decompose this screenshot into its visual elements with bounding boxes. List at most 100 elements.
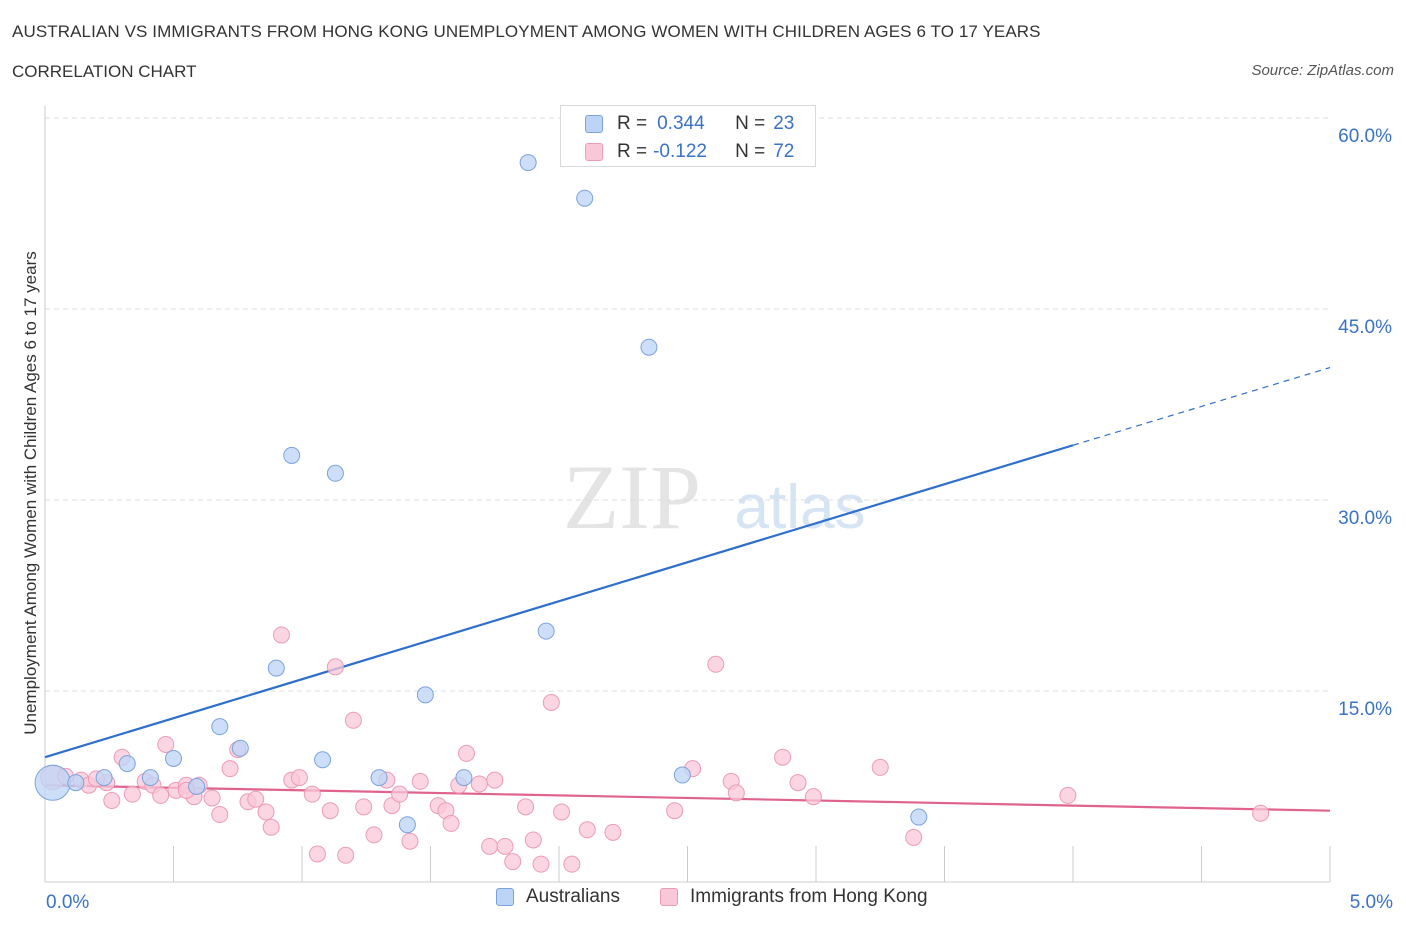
australians-r-label: R = (617, 113, 648, 134)
hongkong-point (157, 735, 175, 753)
hongkong-point (774, 748, 792, 766)
hongkong-point (604, 823, 622, 841)
watermark-atlas: atlas (735, 473, 866, 542)
australians-point (141, 769, 159, 787)
hongkong-point (532, 855, 550, 873)
trend-lines (44, 366, 1331, 812)
y-tick-label: 45.0% (1338, 317, 1392, 338)
hongkong-point (203, 789, 221, 807)
australians-swatch (585, 115, 603, 133)
legend: Australians Immigrants from Hong Kong (0, 886, 1406, 918)
hongkong-point (344, 711, 362, 729)
chart-subtitle: CORRELATION CHART (12, 62, 197, 81)
hongkong-point (542, 693, 560, 711)
hongkong-n-value: 72 (773, 141, 795, 162)
hongkong-point (272, 626, 290, 644)
hongkong-point (707, 655, 725, 673)
hongkong-r-label: R = (617, 141, 648, 162)
hongkong-point (355, 798, 373, 816)
hongkong-point (152, 786, 170, 804)
y-tick-label: 15.0% (1338, 699, 1392, 720)
australians-r-value: 0.344 (657, 113, 705, 134)
legend-australians-swatch (496, 888, 514, 906)
tick-labels: 15.0% 30.0% 45.0% 60.0% 0.0% 5.0% (46, 126, 1393, 913)
chart-title: AUSTRALIAN VS IMMIGRANTS FROM HONG KONG … (12, 22, 1041, 41)
australians-point (95, 769, 113, 787)
australians-point (267, 659, 285, 677)
australians-n-value: 23 (773, 113, 795, 134)
australians-point (118, 755, 136, 773)
y-axis-label: Unemployment Among Women with Children A… (21, 251, 40, 735)
hongkong-point (442, 814, 460, 832)
australians-point (231, 739, 249, 757)
hongkong-point (123, 785, 141, 803)
australians-point (283, 446, 301, 464)
hongkong-point (481, 837, 499, 855)
stats-row-australians: R = 0.344 N = 23 (585, 111, 794, 137)
hongkong-n-label: N = (735, 141, 766, 162)
hongkong-trend-line (44, 784, 1331, 812)
hongkong-point (563, 855, 581, 873)
hongkong-point (727, 784, 745, 802)
legend-item-australians[interactable]: Australians (496, 886, 620, 908)
legend-hongkong-swatch (660, 888, 678, 906)
hongkong-point (257, 803, 275, 821)
hongkong-point (365, 826, 383, 844)
hongkong-point (524, 831, 542, 849)
australians-point (211, 718, 229, 736)
hongkong-point (504, 853, 522, 871)
legend-hongkong-label: Immigrants from Hong Kong (690, 886, 928, 907)
australians-point (455, 769, 473, 787)
hongkong-point (457, 744, 475, 762)
hongkong-point (486, 771, 504, 789)
hongkong-point (871, 758, 889, 776)
legend-item-hongkong[interactable]: Immigrants from Hong Kong (660, 886, 928, 908)
australians-point (640, 338, 658, 356)
source-label: Source: ZipAtlas.com (1251, 62, 1394, 79)
hongkong-point (905, 828, 923, 846)
hongkong-point (517, 798, 535, 816)
stats-row-hongkong: R = -0.122 N = 72 (585, 139, 794, 165)
australians-point (67, 774, 85, 792)
australians-point (673, 766, 691, 784)
hongkong-point (401, 832, 419, 850)
hongkong-point (804, 788, 822, 806)
x-tick-label-max: 5.0% (1350, 892, 1393, 913)
australians-point (188, 778, 206, 795)
australians-trend-extension (1072, 366, 1331, 446)
australians-point (165, 749, 182, 767)
australians-point (398, 816, 416, 834)
hongkong-point (553, 803, 571, 821)
hongkong-point (666, 802, 684, 820)
legend-australians-label: Australians (526, 886, 620, 907)
hongkong-point (326, 658, 344, 676)
hongkong-swatch (585, 143, 603, 161)
hongkong-point (221, 760, 239, 778)
hongkong-point (103, 792, 121, 810)
hongkong-point (496, 837, 514, 855)
hongkong-point (290, 769, 308, 787)
australians-point (326, 464, 344, 482)
grid-lines (45, 117, 1330, 692)
australians-n-label: N = (735, 113, 766, 134)
hongkong-point (337, 846, 355, 864)
watermark-zip: ZIP (563, 446, 701, 548)
axes (44, 106, 1331, 883)
hongkong-point (262, 818, 280, 836)
australians-point (537, 622, 555, 640)
y-tick-label: 60.0% (1338, 126, 1392, 147)
hongkong-point (303, 785, 321, 803)
hongkong-point (578, 821, 596, 839)
hongkong-point (789, 774, 807, 792)
hongkong-point (247, 790, 265, 808)
stats-box: R = 0.344 N = 23 R = -0.122 N = 72 (560, 105, 816, 167)
hongkong-point (321, 802, 339, 820)
data-points (34, 154, 1270, 873)
hongkong-point (411, 772, 429, 790)
y-tick-label: 30.0% (1338, 508, 1392, 529)
hongkong-point (211, 806, 229, 824)
australians-point (370, 769, 388, 787)
hongkong-point (1252, 804, 1270, 822)
australians-point (519, 154, 537, 172)
